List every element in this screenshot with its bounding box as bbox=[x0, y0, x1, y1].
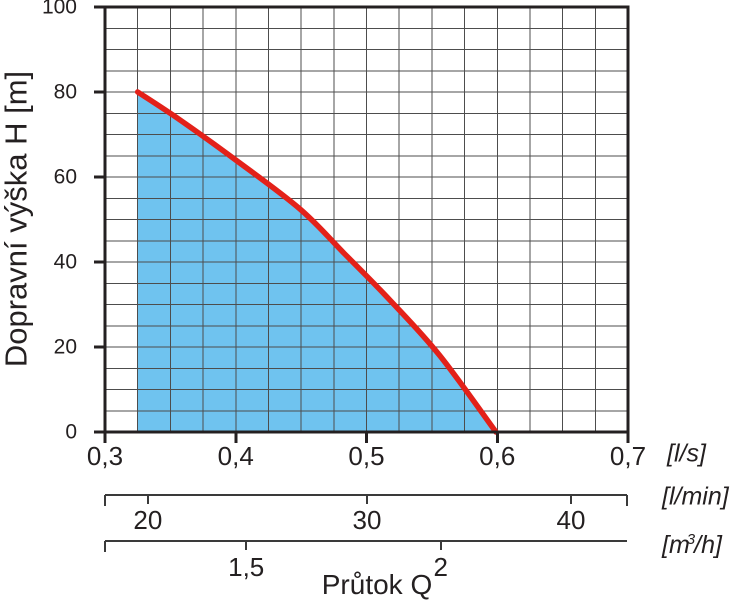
grid-lines bbox=[105, 7, 628, 432]
unit-label-m3h: [m3/h] bbox=[662, 532, 722, 558]
y-tick-label: 0 bbox=[65, 420, 77, 444]
pump-curve bbox=[134, 89, 499, 435]
unit-label-ls: [l/s] bbox=[667, 439, 706, 468]
y-tick-label: 20 bbox=[53, 335, 77, 359]
secondary-axes bbox=[104, 494, 628, 552]
x-tick-label-ls: 0,6 bbox=[479, 441, 516, 471]
axis-ticks bbox=[94, 5, 630, 443]
x-tick-label-ls: 0,4 bbox=[217, 441, 254, 471]
y-axis-title: Dopravní výška H [m] bbox=[0, 70, 34, 368]
x-tick-label-ls: 0,5 bbox=[348, 441, 385, 471]
unit-m3h-prefix: [m bbox=[662, 531, 690, 560]
y-tick-label: 40 bbox=[53, 250, 77, 274]
x-tick-label-m3h: 2 bbox=[433, 552, 448, 582]
y-tick-label: 60 bbox=[53, 165, 77, 189]
y-tick-label: 100 bbox=[41, 0, 77, 19]
x-axis-title: Průtok Q bbox=[321, 569, 433, 600]
x-tick-label-ls: 0,3 bbox=[86, 441, 124, 471]
x-tick-label-m3h: 1,5 bbox=[228, 552, 265, 582]
y-tick-label: 80 bbox=[53, 80, 77, 104]
unit-label-lmin: [l/min] bbox=[662, 482, 729, 511]
x-tick-label-lmin: 20 bbox=[133, 505, 163, 535]
unit-m3h-suffix: /h] bbox=[694, 531, 722, 560]
unit-m3h-sup: 3 bbox=[686, 530, 696, 548]
x-tick-label-ls: 0,7 bbox=[609, 441, 647, 471]
x-tick-label-lmin: 30 bbox=[352, 505, 382, 535]
x-tick-label-lmin: 40 bbox=[556, 505, 586, 535]
